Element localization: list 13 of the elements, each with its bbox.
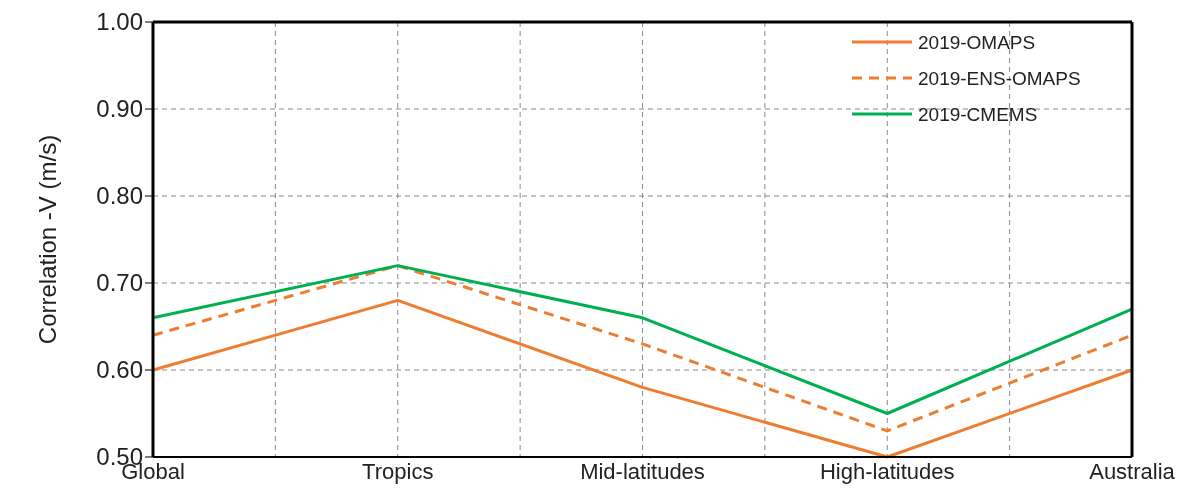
y-tick-label: 0.80	[96, 182, 143, 210]
x-tick-label: Tropics	[362, 459, 434, 484]
x-tick-label: Australia	[1089, 459, 1176, 484]
legend-label: 2019-OMAPS	[918, 31, 1036, 53]
x-tick-label: High-latitudes	[819, 459, 955, 484]
y-axis-title: Correlation -V (m/s)	[34, 134, 61, 345]
x-tick-label: Mid-latitudes	[580, 459, 705, 484]
legend-label: 2019-CMEMS	[918, 103, 1038, 125]
y-tick-label: 0.60	[96, 356, 143, 384]
y-tick-label: 1.00	[96, 8, 143, 36]
y-tick-label: 0.90	[96, 95, 143, 123]
legend-label: 2019-ENS-OMAPS	[918, 67, 1081, 89]
y-tick-label: 0.70	[96, 269, 143, 297]
